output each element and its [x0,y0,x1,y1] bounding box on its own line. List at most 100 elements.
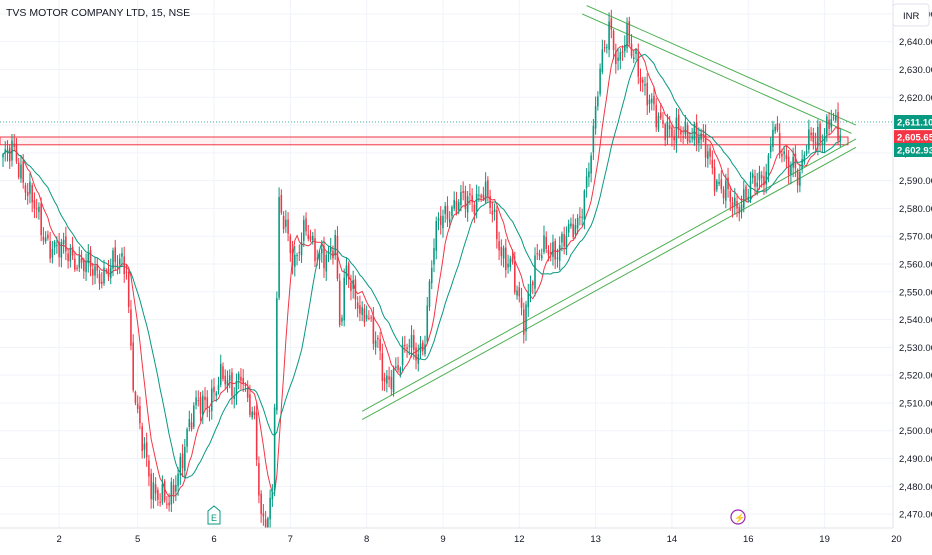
candle [774,123,776,134]
candle [408,338,411,356]
candle [635,48,637,60]
candle [592,118,595,160]
candle [457,199,460,215]
candle [208,407,211,422]
candle [195,390,197,410]
candle [491,201,494,223]
candle [100,272,103,289]
lower-trendline-2[interactable] [361,146,857,421]
candle [96,257,99,279]
candle [830,109,833,132]
candle [522,302,525,344]
candle [828,112,830,136]
candle [215,390,218,402]
candle [177,467,179,496]
candle [231,368,233,405]
candle [781,148,783,163]
candle [835,109,837,123]
candle [684,114,687,139]
y-tick-label: 2,640.00 [899,37,932,48]
candle [594,96,597,135]
candle [338,273,341,328]
candle [615,43,617,74]
candle [603,40,606,53]
candle [570,217,572,229]
candle [377,335,379,348]
candle [760,170,763,188]
upper-trendline-2[interactable] [581,13,852,134]
candle [475,184,478,219]
candle [163,479,166,503]
candle [334,229,337,260]
candle [109,258,112,285]
candle [738,204,741,222]
candle [808,119,810,154]
y-tick-label: 2,520.00 [899,371,932,382]
candle [383,372,386,392]
candle [123,246,126,283]
candle [839,128,842,148]
price-label: 2,611.10 [894,114,932,129]
candle [307,224,310,242]
candle [224,369,227,389]
candle [767,153,770,183]
candle [58,232,60,267]
currency-label: INR [903,11,920,22]
resistance-zone[interactable] [0,136,849,146]
candle [40,197,42,242]
candle [693,121,696,146]
candle [410,325,413,358]
candle [448,211,451,229]
candle [554,238,556,270]
candle [42,227,45,245]
candle [47,230,49,241]
candle [406,343,408,358]
candle [419,336,422,359]
candle [689,131,691,144]
candle [832,112,835,121]
candle-layer [2,9,842,542]
y-tick-label: 2,470.00 [899,510,932,521]
svg-text:2,602.93: 2,602.93 [897,145,932,156]
time-axis-bg[interactable] [0,528,893,550]
candle [751,169,754,184]
candle [350,274,352,301]
x-tick-label: 2 [56,534,61,545]
candle [772,120,774,152]
event-marker[interactable]: ⚡ [730,509,746,525]
candle [558,236,561,271]
candle [460,184,462,212]
candle [121,247,123,267]
candle [60,238,63,268]
candle [296,252,298,266]
candle [608,12,610,58]
candle [552,234,554,266]
upper-trendline[interactable] [586,5,857,126]
candle [361,301,363,322]
candle [193,402,195,430]
lightning-icon: ⚡ [734,512,745,524]
candle [500,239,503,266]
candle [199,391,202,422]
candle [650,93,653,111]
lower-trendline[interactable] [361,138,857,412]
price-axis-bg[interactable] [893,0,932,550]
candle [765,163,767,194]
candle [141,422,143,459]
y-tick-label: 2,570.00 [899,232,932,243]
candle [451,205,453,221]
candle [386,369,388,393]
candle [534,247,536,297]
candle [442,209,444,238]
price-label: 2,602.93 [894,142,932,157]
candle [26,183,29,205]
candle [172,478,175,504]
candle [632,49,635,64]
candle [401,336,404,372]
candle [260,490,262,523]
earnings-marker[interactable]: E [207,505,221,525]
candle [188,410,191,432]
currency-button[interactable]: INR [892,3,930,27]
